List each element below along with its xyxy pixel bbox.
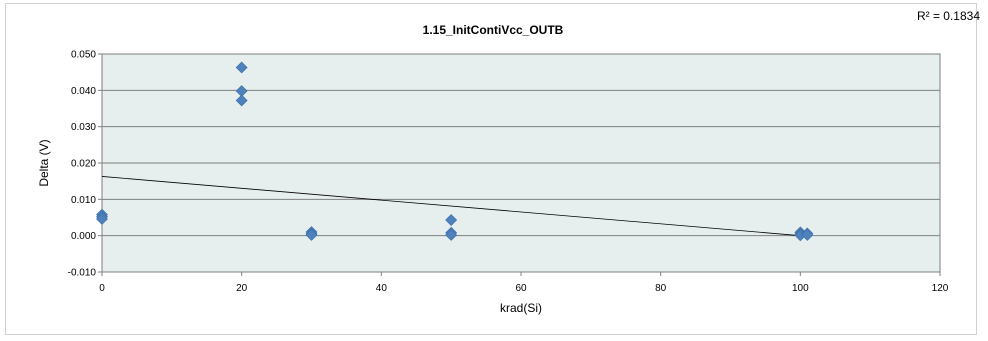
x-axis-label: krad(Si) bbox=[500, 301, 542, 315]
data-points bbox=[96, 61, 814, 242]
x-tick-label: 80 bbox=[655, 283, 667, 294]
y-tick-label: -0.010 bbox=[68, 268, 97, 279]
x-axis-ticks: 0 20 40 60 80 100 120 bbox=[99, 272, 949, 294]
y-tick-label: 0.020 bbox=[71, 159, 96, 170]
y-tick-label: 0.030 bbox=[71, 122, 96, 133]
x-tick-label: 0 bbox=[99, 283, 105, 294]
r-squared-label: R² = 0.1834 bbox=[917, 9, 980, 23]
y-axis-label: Delta (V) bbox=[37, 139, 51, 186]
y-tick-label: 0.050 bbox=[71, 50, 96, 61]
y-axis-ticks: -0.010 0.000 0.010 0.020 0.030 0.040 0.050 bbox=[68, 50, 102, 279]
data-point bbox=[445, 214, 458, 226]
x-tick-label: 60 bbox=[515, 283, 527, 294]
x-tick-label: 40 bbox=[376, 283, 388, 294]
trendline bbox=[101, 176, 801, 237]
y-tick-label: 0.040 bbox=[71, 86, 96, 97]
data-point bbox=[305, 229, 318, 241]
y-tick-label: 0.000 bbox=[71, 231, 96, 242]
chart-title: 1.15_InitContiVcc_OUTB bbox=[423, 23, 564, 37]
x-tick-label: 120 bbox=[932, 283, 949, 294]
data-point bbox=[235, 94, 248, 107]
data-point bbox=[96, 213, 108, 225]
x-tick-label: 100 bbox=[792, 283, 809, 294]
data-point bbox=[801, 229, 814, 241]
data-point bbox=[445, 229, 458, 241]
data-point bbox=[235, 61, 248, 74]
x-tick-label: 20 bbox=[236, 283, 248, 294]
y-tick-label: 0.010 bbox=[71, 195, 96, 206]
